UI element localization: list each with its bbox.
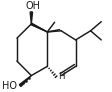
Text: HO: HO — [2, 81, 17, 91]
Polygon shape — [31, 23, 47, 32]
Text: OH: OH — [26, 1, 41, 11]
Text: H: H — [58, 72, 65, 81]
Polygon shape — [30, 12, 32, 24]
Polygon shape — [19, 76, 31, 87]
